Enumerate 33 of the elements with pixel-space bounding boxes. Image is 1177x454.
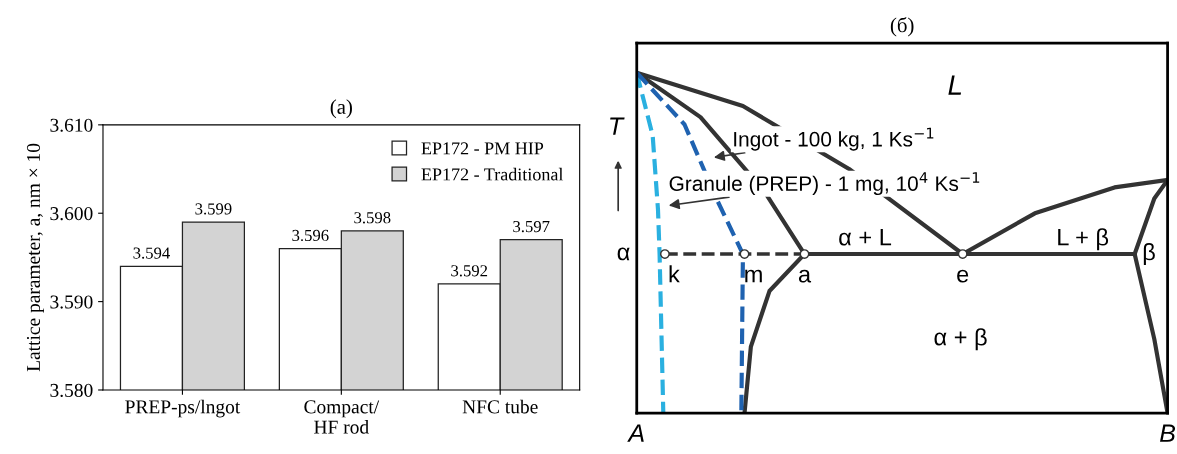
text: Granule (PREP) - 1 mg, 10$^{4}$ Ks$^{−1}$ (669, 172, 980, 196)
x-tick-label: PREP-ps/lngot (125, 399, 241, 418)
chart-title: (a) (330, 99, 352, 119)
data-label: 3.594 (133, 247, 170, 259)
x-tick-label: Compact/ HF rod (304, 400, 380, 434)
text: (б) (890, 17, 914, 37)
y-axis-title: Lattice parameter, a, nm × 10 (26, 143, 44, 372)
text: B (1160, 424, 1176, 442)
x-tick-label: NFC tube (462, 399, 538, 414)
data-label: 3.592 (451, 265, 488, 277)
text: β (1143, 243, 1155, 266)
y-tick-label: 3.590 (50, 295, 93, 309)
y-tick-label: 3.610 (50, 118, 93, 132)
y-tick-label: 3.580 (50, 383, 93, 398)
text: L (948, 75, 962, 95)
data-label: 3.599 (195, 203, 232, 215)
legend-label: EP172 - PM HIP (421, 142, 544, 155)
text: α (617, 247, 630, 261)
text: m (745, 269, 762, 283)
data-label: 3.598 (354, 212, 391, 224)
text: A (627, 424, 644, 442)
text: k (669, 265, 680, 283)
y-tick-label: 3.600 (50, 207, 93, 221)
data-label: 3.597 (513, 220, 550, 233)
text: T (610, 117, 625, 135)
text: a (798, 269, 812, 283)
text: α + L (839, 229, 892, 246)
text: α + β (934, 328, 987, 351)
text: e (957, 269, 969, 283)
legend-label: EP172 - Traditional (421, 167, 564, 181)
data-label: 3.596 (292, 229, 329, 242)
text: L + β (1058, 228, 1109, 251)
text: Ingot - 100 kg, 1 Ks$^{−1}$ (734, 127, 934, 151)
